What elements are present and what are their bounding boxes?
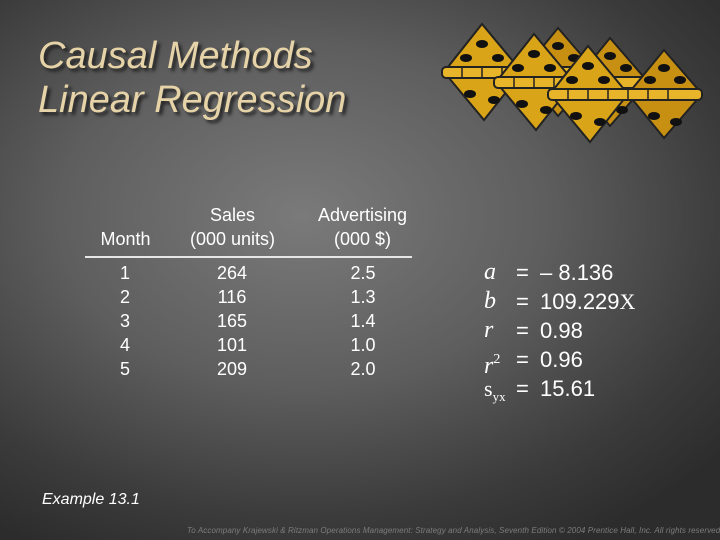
stat-value-b-number: 109.229 xyxy=(540,289,620,314)
table-cell: 4 xyxy=(119,335,130,355)
column-month: 1 2 3 4 5 xyxy=(100,261,150,381)
header-sales: Sales (000 units) xyxy=(170,203,295,251)
stat-value-r-squared: 0.96 xyxy=(540,347,583,372)
table-cell: 209 xyxy=(216,359,248,379)
stat-symbol-syx-base: s xyxy=(484,376,493,401)
stat-symbol-syx: syx xyxy=(484,374,506,411)
stat-value-r: 0.98 xyxy=(540,318,583,343)
stat-symbol-b: b xyxy=(484,288,496,314)
stat-value-a: – 8.136 xyxy=(540,260,614,285)
table-cell: 101 xyxy=(216,335,248,355)
header-rule xyxy=(85,256,412,258)
hinges-illustration xyxy=(441,23,703,143)
header-sales-line-1: Sales xyxy=(209,205,256,225)
table-cell: 1.0 xyxy=(350,335,376,355)
stat-symbol-a: a xyxy=(484,259,496,285)
table-cell: 2 xyxy=(119,287,130,307)
table-cell: 2.0 xyxy=(350,359,376,379)
example-label: Example 13.1 xyxy=(42,491,140,508)
copyright-footer: To Accompany Krajewski & Ritzman Operati… xyxy=(187,526,720,535)
table-cell: 165 xyxy=(216,311,248,331)
table-cell: 1.4 xyxy=(350,311,376,331)
column-advertising: 2.5 1.3 1.4 1.0 2.0 xyxy=(333,261,393,381)
stat-value-b-variable: X xyxy=(619,289,636,314)
header-month-line-1: Month xyxy=(100,229,151,249)
table-cell: 264 xyxy=(216,263,248,283)
title-line-2: Linear Regression xyxy=(38,79,347,121)
column-sales: 264 116 165 101 209 xyxy=(202,261,262,381)
stat-symbol-r-squared-base: r xyxy=(484,353,494,379)
stat-symbol-syx-subscript: yx xyxy=(492,389,506,404)
equals-sign: = xyxy=(516,260,529,285)
stat-symbol-r: r xyxy=(484,317,494,343)
stat-value-syx: 15.61 xyxy=(540,376,596,401)
header-advertising-line-1: Advertising xyxy=(317,205,408,225)
header-advertising-line-2: (000 $) xyxy=(333,229,392,249)
table-cell: 5 xyxy=(119,359,130,379)
equals-sign: = xyxy=(516,376,529,401)
table-cell: 1 xyxy=(119,263,130,283)
table-cell: 1.3 xyxy=(350,287,376,307)
header-advertising: Advertising (000 $) xyxy=(300,203,425,251)
header-sales-line-2: (000 units) xyxy=(189,229,276,249)
header-month: Month xyxy=(78,227,173,251)
slide-title: Causal Methods Linear Regression xyxy=(38,34,346,122)
table-cell: 116 xyxy=(217,287,247,307)
equals-sign: = xyxy=(516,289,529,314)
stat-symbol-r-squared: r2 xyxy=(484,345,500,381)
title-line-1: Causal Methods xyxy=(38,35,313,77)
stat-symbol-r-squared-exponent: 2 xyxy=(493,352,501,367)
stat-value-b: 109.229X xyxy=(540,287,635,316)
equals-sign: = xyxy=(516,347,529,372)
table-cell: 2.5 xyxy=(350,263,376,283)
table-cell: 3 xyxy=(119,311,130,331)
equals-sign: = xyxy=(516,318,529,343)
